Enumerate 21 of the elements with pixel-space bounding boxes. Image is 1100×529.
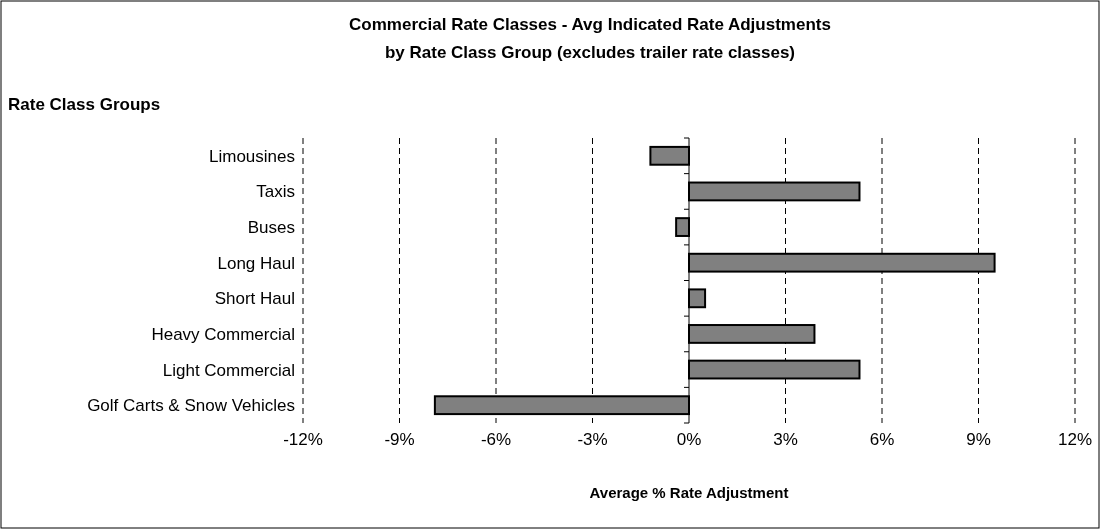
x-tick-label: -6% — [480, 430, 512, 449]
x-tick-label: 6% — [869, 430, 895, 449]
y-tick-label: Heavy Commercial — [151, 324, 295, 344]
x-axis-title: Average % Rate Adjustment — [589, 484, 789, 501]
y-tick-label: Golf Carts & Snow Vehicles — [87, 396, 295, 416]
x-tick-label: 12% — [1057, 430, 1093, 449]
y-axis-title: Rate Class Groups — [8, 95, 161, 114]
x-tick-label: 3% — [773, 430, 798, 449]
chart-title: Commercial Rate Classes - Avg Indicated Rate Adjustments — [349, 15, 831, 34]
x-tick-label: 0% — [676, 430, 702, 449]
y-tick-label: Long Haul — [217, 253, 295, 273]
x-tick-label: -3% — [577, 430, 608, 449]
x-tick-label: -12% — [283, 430, 323, 449]
y-tick-label: Buses — [247, 218, 295, 238]
x-tick-label: -9% — [384, 430, 415, 449]
chart-subtitle: by Rate Class Group (excludes trailer rate classes) — [384, 43, 796, 62]
y-tick-label: Light Commercial — [162, 360, 295, 380]
y-tick-label: Limousines — [209, 146, 295, 166]
y-tick-label: Taxis — [256, 182, 295, 202]
x-tick-label: 9% — [966, 430, 991, 449]
y-tick-label: Short Haul — [214, 289, 295, 309]
